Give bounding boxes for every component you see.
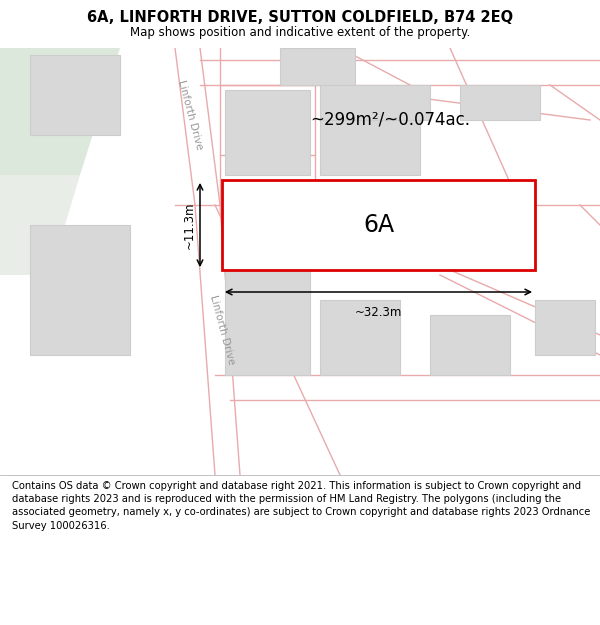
- Polygon shape: [320, 120, 420, 175]
- Bar: [222, 180, 535, 270]
- Polygon shape: [0, 175, 80, 275]
- Text: 6A, LINFORTH DRIVE, SUTTON COLDFIELD, B74 2EQ: 6A, LINFORTH DRIVE, SUTTON COLDFIELD, B7…: [87, 9, 513, 24]
- Polygon shape: [280, 48, 355, 85]
- Text: 6A: 6A: [363, 213, 394, 237]
- Text: ~11.3m: ~11.3m: [183, 201, 196, 249]
- Text: Contains OS data © Crown copyright and database right 2021. This information is : Contains OS data © Crown copyright and d…: [12, 481, 590, 531]
- Polygon shape: [430, 315, 510, 375]
- Text: ~32.3m: ~32.3m: [355, 306, 402, 319]
- Polygon shape: [0, 48, 120, 175]
- Polygon shape: [535, 300, 595, 355]
- Polygon shape: [30, 225, 130, 355]
- Polygon shape: [460, 85, 540, 120]
- Text: Linforth Drive: Linforth Drive: [176, 79, 204, 151]
- Text: ~299m²/~0.074ac.: ~299m²/~0.074ac.: [310, 111, 470, 129]
- Text: Linforth Drive: Linforth Drive: [208, 294, 236, 366]
- Polygon shape: [320, 85, 430, 120]
- Polygon shape: [225, 90, 310, 175]
- Text: Map shows position and indicative extent of the property.: Map shows position and indicative extent…: [130, 26, 470, 39]
- Polygon shape: [320, 300, 400, 375]
- Polygon shape: [225, 270, 310, 375]
- Polygon shape: [30, 55, 120, 135]
